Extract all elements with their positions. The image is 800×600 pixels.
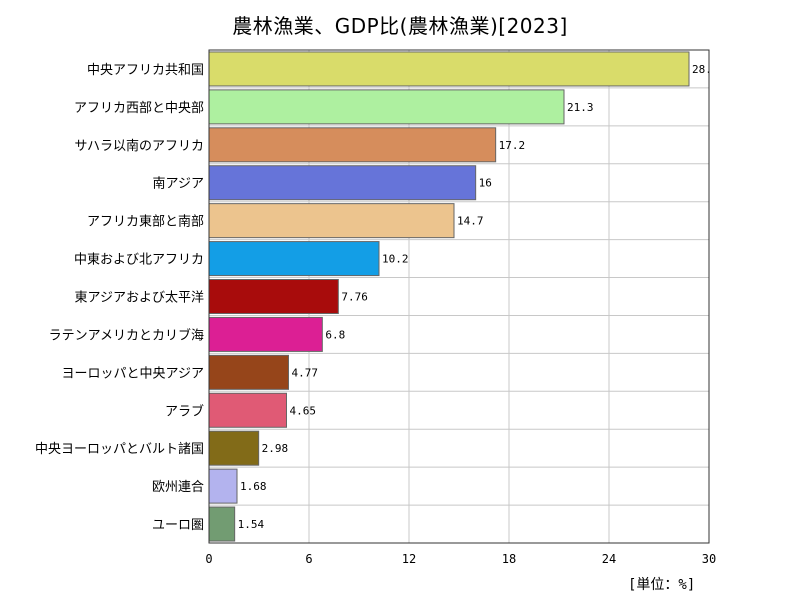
- value-label: 4.65: [290, 404, 317, 417]
- value-label: 1.54: [238, 518, 265, 531]
- bar: [208, 354, 289, 390]
- bar: [208, 241, 380, 277]
- category-label: 東アジアおよび太平洋: [75, 290, 204, 306]
- value-label: 10.2: [382, 253, 409, 266]
- value-label: 6.8: [325, 328, 345, 341]
- bar: [208, 430, 260, 466]
- x-tick-label: 12: [402, 552, 416, 566]
- x-axis-ticks: 0 6 12 18 24 30: [205, 552, 716, 566]
- value-label: 28.: [692, 63, 712, 76]
- category-label: アラブ: [165, 403, 204, 419]
- bar: [208, 203, 455, 239]
- bar: [208, 165, 477, 201]
- unit-label: [単位：%]: [628, 577, 696, 593]
- bar: [208, 127, 497, 163]
- value-label: 7.76: [341, 291, 368, 304]
- bar: [208, 89, 565, 125]
- x-tick-label: 24: [602, 552, 616, 566]
- value-label: 17.2: [499, 139, 525, 152]
- category-label: 南アジア: [153, 176, 204, 192]
- value-label: 4.77: [292, 366, 319, 379]
- bar: [208, 392, 287, 428]
- category-label: サハラ以南のアフリカ: [75, 138, 204, 154]
- x-tick-label: 30: [702, 552, 716, 566]
- category-label: 中東および北アフリカ: [74, 252, 204, 268]
- bar: [208, 506, 236, 542]
- value-label: 21.3: [567, 101, 594, 114]
- category-label: ラテンアメリカとカリブ海: [49, 327, 204, 343]
- category-labels: 中央アフリカ共和国アフリカ西部と中央部サハラ以南のアフリカ南アジアアフリカ東部と…: [35, 63, 204, 533]
- bar: [208, 468, 238, 504]
- value-label: 1.68: [240, 480, 267, 493]
- grid-lines: [209, 50, 709, 543]
- x-tick-label: 6: [305, 552, 312, 566]
- category-label: 中央ヨーロッパとバルト諸国: [35, 441, 204, 457]
- bar: [208, 316, 323, 352]
- category-label: ヨーロッパと中央アジア: [62, 366, 204, 381]
- category-label: 欧州連合: [152, 480, 204, 495]
- value-label: 14.7: [457, 215, 484, 228]
- value-label: 2.98: [262, 442, 289, 455]
- x-tick-label: 0: [205, 552, 212, 566]
- category-label: ユーロ圏: [152, 518, 204, 533]
- chart-title: 農林漁業、GDP比(農林漁業)[2023]: [232, 14, 568, 38]
- value-labels: 28. 21.3 17.2 16 14.7 10.2 7.76 6.8 4.77 4.65 2.98…: [238, 63, 712, 531]
- bar: [208, 279, 339, 314]
- category-label: 中央アフリカ共和国: [87, 63, 204, 78]
- category-label: アフリカ西部と中央部: [74, 101, 204, 116]
- category-label: アフリカ東部と南部: [87, 214, 204, 230]
- x-tick-label: 18: [502, 552, 516, 566]
- bars: [208, 51, 690, 542]
- plot-frame: [208, 49, 710, 544]
- value-label: 16: [479, 177, 492, 190]
- bar: [208, 51, 690, 87]
